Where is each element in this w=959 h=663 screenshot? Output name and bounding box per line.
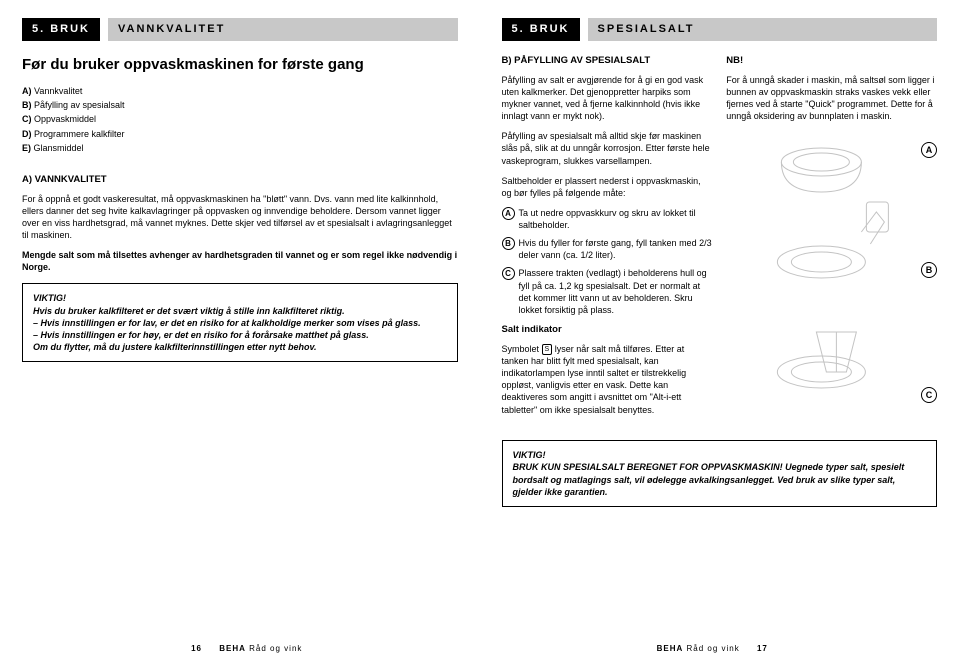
section-a-bold: Mengde salt som må tilsettes avhenger av… xyxy=(22,249,458,273)
list-item: E) Glansmiddel xyxy=(22,142,458,154)
footer-right: BEHA Råd og vink 17 xyxy=(502,638,938,655)
warning-box-right: VIKTIG! BRUK KUN SPESIALSALT BEREGNET FO… xyxy=(502,440,938,507)
intro-list: A) Vannkvalitet B) Påfylling av spesials… xyxy=(22,85,458,156)
list-text: Vannkvalitet xyxy=(34,86,82,96)
col-left: B) PÅFYLLING AV SPESIALSALT Påfylling av… xyxy=(502,55,713,432)
header-section: 5. BRUK xyxy=(502,18,580,41)
list-text: Glansmiddel xyxy=(34,143,84,153)
step-text: Hvis du fyller for første gang, fyll tan… xyxy=(519,237,713,261)
header-bar: 5. BRUK SPESIALSALT xyxy=(502,18,938,41)
col-right: NB! For å unngå skader i maskin, må salt… xyxy=(726,55,937,432)
header-bar: 5. BRUK VANNKVALITET xyxy=(22,18,458,41)
nb-para: For å unngå skader i maskin, må saltsøl … xyxy=(726,74,937,123)
footer-brand: BEHA xyxy=(657,644,684,653)
page-left: 5. BRUK VANNKVALITET Før du bruker oppva… xyxy=(0,0,480,663)
list-key: A) xyxy=(22,86,32,96)
nb-heading: NB! xyxy=(726,55,937,68)
step-text: Plassere trakten (vedlagt) i beholderens… xyxy=(519,267,713,316)
list-key: D) xyxy=(22,129,32,139)
step-item: C Plassere trakten (vedlagt) i beholdere… xyxy=(502,267,713,316)
page-right: 5. BRUK SPESIALSALT B) PÅFYLLING AV SPES… xyxy=(480,0,959,663)
step-text: Ta ut nedre oppvaskkurv og skru av lokke… xyxy=(519,207,713,231)
list-item: A) Vannkvalitet xyxy=(22,85,458,97)
warning-box: VIKTIG! Hvis du bruker kalkfilteret er d… xyxy=(22,283,458,362)
indicator-para: Symbolet S lyser når salt må tilføres. E… xyxy=(502,343,713,416)
header-topic: SPESIALSALT xyxy=(588,18,937,41)
warning-line: Om du flytter, må du justere kalkfilteri… xyxy=(33,341,447,353)
warning-title: VIKTIG! xyxy=(33,292,447,304)
step-marker: B xyxy=(502,237,515,250)
header-section: 5. BRUK xyxy=(22,18,100,41)
warning-title: VIKTIG! xyxy=(513,449,927,461)
para: Saltbeholder er plassert nederst i oppva… xyxy=(502,175,713,199)
warning-line: – Hvis innstillingen er for høy, er det … xyxy=(33,329,447,341)
list-item: B) Påfylling av spesialsalt xyxy=(22,99,458,111)
list-key: E) xyxy=(22,143,31,153)
warning-line: – Hvis innstillingen er for lav, er det … xyxy=(33,317,447,329)
step-item: B Hvis du fyller for første gang, fyll t… xyxy=(502,237,713,261)
salt-indicator-icon: S xyxy=(542,344,553,355)
columns: B) PÅFYLLING AV SPESIALSALT Påfylling av… xyxy=(502,55,938,432)
footer-tag: Råd og vink xyxy=(687,644,740,653)
warning-body: BRUK KUN SPESIALSALT BEREGNET FOR OPPVAS… xyxy=(513,461,927,497)
illustration: A B C xyxy=(726,132,937,432)
para: Påfylling av salt er avgjørende for å gi… xyxy=(502,74,713,123)
step-item: A Ta ut nedre oppvaskkurv og skru av lok… xyxy=(502,207,713,231)
list-key: C) xyxy=(22,114,32,124)
list-key: B) xyxy=(22,100,32,110)
indicator-heading: Salt indikator xyxy=(502,324,713,337)
page-title: Før du bruker oppvaskmaskinen for første… xyxy=(22,55,458,75)
list-text: Påfylling av spesialsalt xyxy=(34,100,125,110)
page-number: 17 xyxy=(757,644,768,653)
list-text: Oppvaskmiddel xyxy=(34,114,96,124)
section-b-heading: B) PÅFYLLING AV SPESIALSALT xyxy=(502,55,713,68)
section-a-heading: A) VANNKVALITET xyxy=(22,174,458,187)
para: Påfylling av spesialsalt må alltid skje … xyxy=(502,130,713,166)
dishwasher-illustration xyxy=(726,132,937,432)
warning-line: Hvis du bruker kalkfilteret er det svært… xyxy=(33,305,447,317)
list-item: C) Oppvaskmiddel xyxy=(22,113,458,125)
list-text: Programmere kalkfilter xyxy=(34,129,125,139)
list-item: D) Programmere kalkfilter xyxy=(22,128,458,140)
indicator-text-pre: Symbolet xyxy=(502,344,542,354)
section-a-para: For å oppnå et godt vaskeresultat, må op… xyxy=(22,193,458,242)
page-number: 16 xyxy=(191,644,202,653)
footer-brand: BEHA xyxy=(219,644,246,653)
indicator-text-post: lyser når salt må tilføres. Etter at tan… xyxy=(502,344,687,415)
step-marker: A xyxy=(502,207,515,220)
header-topic: VANNKVALITET xyxy=(108,18,457,41)
step-marker: C xyxy=(502,267,515,280)
footer-tag: Råd og vink xyxy=(249,644,302,653)
footer-left: 16 BEHA Råd og vink xyxy=(22,638,458,655)
